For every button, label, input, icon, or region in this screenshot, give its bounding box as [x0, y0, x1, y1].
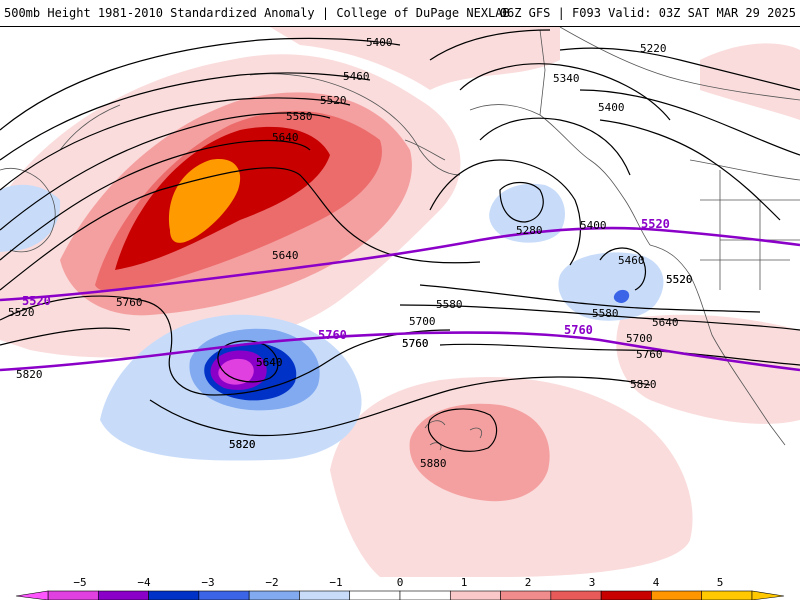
contour-label: 5640	[256, 356, 283, 369]
contour-label: 5700	[409, 315, 436, 328]
contour-label: 5520	[8, 306, 35, 319]
contour-label: 5640	[272, 131, 299, 144]
contour-label: 5640	[272, 249, 299, 262]
contour-label: 5820	[630, 378, 657, 391]
contour-label: 5700	[626, 332, 653, 345]
colorbar-tick: 3	[589, 577, 596, 589]
contour-label: 5820	[229, 438, 256, 451]
colorbar-swatch	[500, 590, 552, 600]
colorbar-swatch	[248, 590, 300, 600]
contour-label: 5460	[343, 70, 370, 83]
contour-label: 5820	[229, 438, 256, 451]
contour-label: 5760	[116, 296, 143, 309]
contour-label: 5400	[366, 36, 393, 49]
colorbar-left-arrow	[15, 590, 49, 600]
colorbar-swatch	[97, 590, 149, 600]
contour-label: 5520	[666, 273, 693, 286]
colorbar-swatch	[399, 590, 451, 600]
contour-label: 5820	[16, 368, 43, 381]
colorbar-swatch	[349, 590, 401, 600]
highlight-label: 5520	[641, 217, 670, 231]
colorbar-tick: −1	[329, 577, 342, 589]
contour-label: 5760	[402, 337, 429, 350]
contour-label: 5400	[580, 219, 607, 232]
colorbar-swatch	[198, 590, 250, 600]
contour-label: 5220	[640, 42, 667, 55]
colorbar-tick: 4	[653, 577, 660, 589]
contour-label: 5520	[320, 94, 347, 107]
contour-label: 5580	[592, 307, 619, 320]
colorbar-tick-labels: −5 −4 −3 −2 −1 0 1 2 3 4 5	[73, 577, 723, 589]
colorbar-swatch	[299, 590, 351, 600]
highlight-label: 5760	[564, 323, 593, 337]
map-header: 500mb Height 1981-2010 Standardized Anom…	[0, 0, 800, 27]
model-run-info: 06Z GFS | F093 Valid: 03Z SAT MAR 29 202…	[499, 6, 796, 20]
highlight-label: 5760	[318, 328, 347, 342]
anomaly-colorbar: −5 −4 −3 −2 −1 0 1 2 3 4 5	[0, 577, 800, 600]
contour-label: 5640	[652, 316, 679, 329]
colorbar-swatch	[651, 590, 703, 600]
height-contours	[0, 29, 800, 452]
colorbar-swatch	[600, 590, 652, 600]
colorbar-swatch	[701, 590, 753, 600]
contour-label: 5880	[420, 457, 447, 470]
colorbar-tick: 0	[397, 577, 404, 589]
colorbar-tick: −4	[137, 577, 151, 589]
colorbar-tick: 1	[461, 577, 468, 589]
colorbar-swatch	[148, 590, 200, 600]
contour-label: 5760	[636, 348, 663, 361]
colorbar-swatch	[550, 590, 602, 600]
contour-label: 5460	[618, 254, 645, 267]
contour-label: 5760	[402, 337, 429, 350]
contour-label: 5640	[256, 356, 283, 369]
coastlines	[0, 27, 800, 451]
anomaly-map: 5400 5220 5340 5460 5400 5520 5580 5640 …	[0, 27, 800, 577]
colorbar-tick: 2	[525, 577, 532, 589]
colorbar-tick: −2	[265, 577, 278, 589]
contour-label: 5520	[666, 273, 693, 286]
colorbar-right-arrow	[751, 590, 785, 600]
contour-label: 5340	[553, 72, 580, 85]
contour-label: 5280	[516, 224, 543, 237]
colorbar-swatch	[47, 590, 99, 600]
positive-anomaly-hawaii	[330, 43, 800, 577]
colorbar-swatches	[47, 590, 753, 600]
highlight-contours	[0, 226, 800, 372]
contour-label: 5580	[286, 110, 313, 123]
contour-label: 5400	[598, 101, 625, 114]
contour-label: 5580	[436, 298, 463, 311]
colorbar-tick: 5	[717, 577, 724, 589]
colorbar-swatch	[449, 590, 501, 600]
highlight-label: 5520	[22, 294, 51, 308]
map-title: 500mb Height 1981-2010 Standardized Anom…	[4, 6, 510, 20]
colorbar-tick: −3	[201, 577, 214, 589]
colorbar-tick: −5	[73, 577, 86, 589]
positive-anomaly-north	[0, 27, 560, 358]
